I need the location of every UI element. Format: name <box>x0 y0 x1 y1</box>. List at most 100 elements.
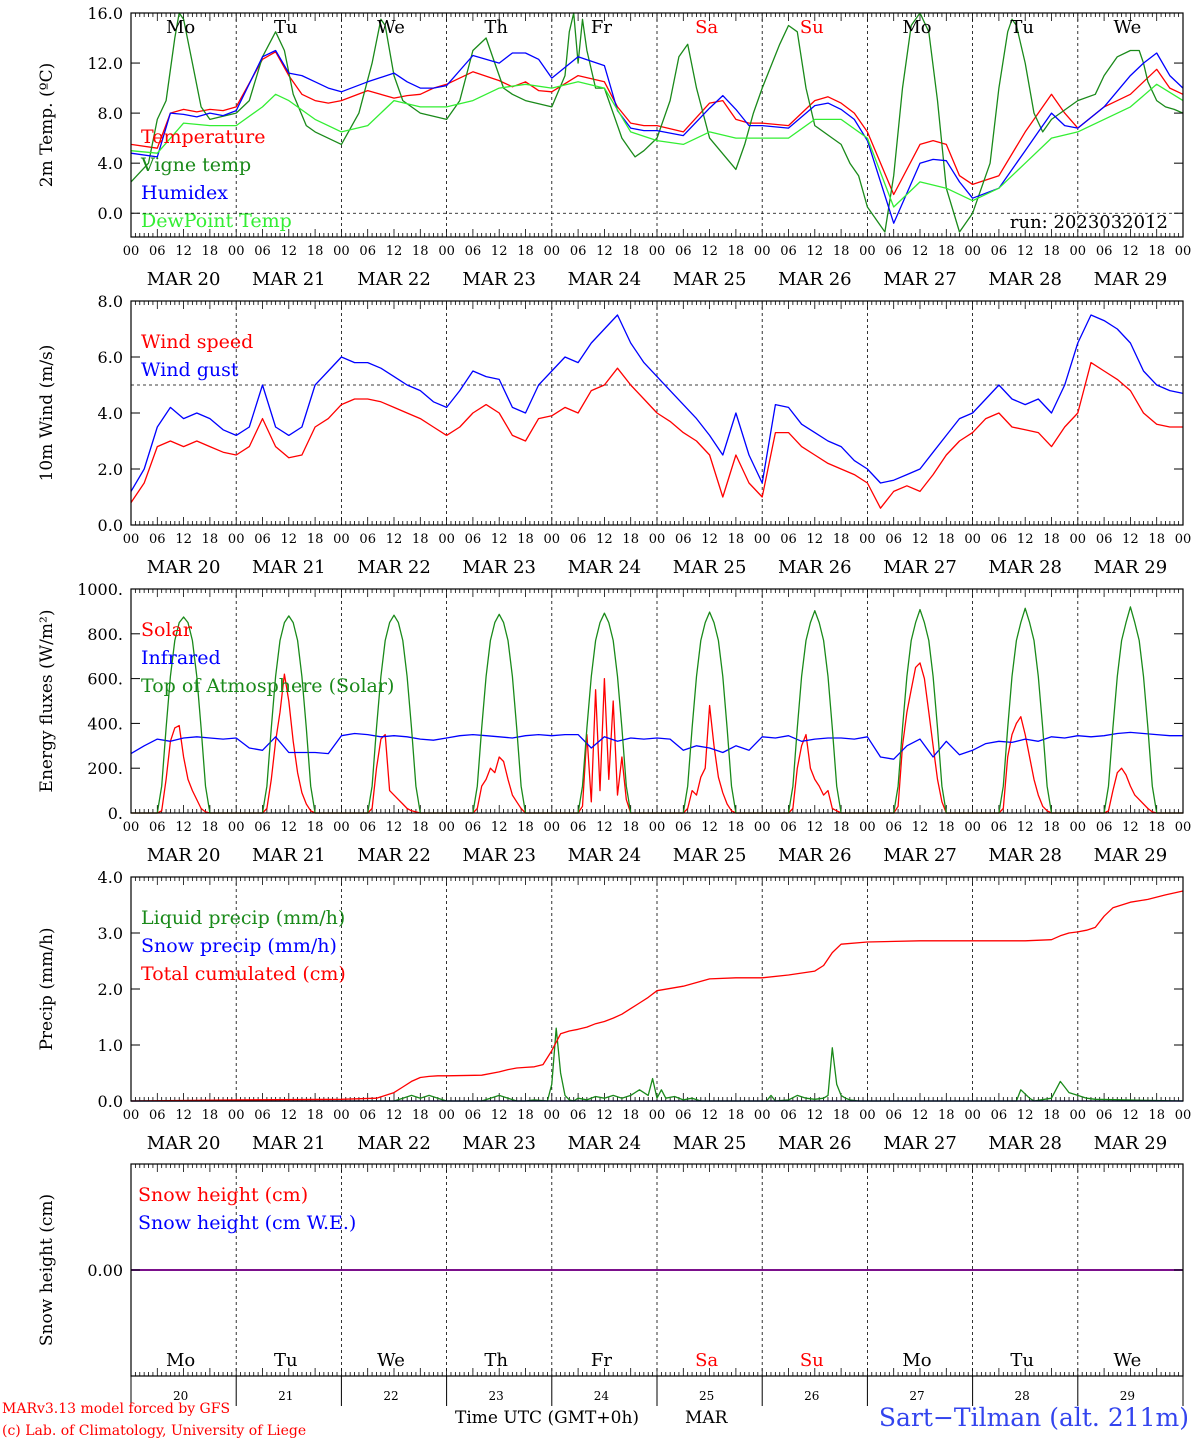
y-axis-label: 2m Temp. (ºC) <box>37 63 57 188</box>
x-hour-label: 12 <box>807 532 824 547</box>
x-hour-label: 06 <box>570 532 587 547</box>
legend-entry: Vigne temp <box>140 154 251 176</box>
legend-entry: Total cumulated (cm) <box>141 963 346 985</box>
x-hour-label: 12 <box>281 820 298 835</box>
x-hour-label: 06 <box>885 532 902 547</box>
x-hour-label: 06 <box>675 820 692 835</box>
x-hour-label: 18 <box>1043 532 1060 547</box>
x-hour-label: 18 <box>833 1108 850 1123</box>
x-hour-label: 00 <box>649 820 666 835</box>
x-date-label: MAR 21 <box>252 845 326 866</box>
series-line-2 <box>130 12 1184 233</box>
lab-credit: (c) Lab. of Climatology, University of L… <box>2 1423 306 1439</box>
x-hour-label: 06 <box>885 244 902 259</box>
x-date-label: MAR 29 <box>1094 845 1168 866</box>
x-hour-label: 12 <box>386 244 403 259</box>
series-line-1 <box>130 361 1183 509</box>
x-hour-label: 00 <box>964 244 981 259</box>
x-hour-label: 06 <box>149 820 166 835</box>
y-tick-label: 0.0 <box>98 516 123 535</box>
x-hour-label: 18 <box>833 532 850 547</box>
x-hour-label: 06 <box>991 820 1008 835</box>
x-hour-label: 06 <box>570 820 587 835</box>
y-axis-label: Snow height (cm) <box>37 1194 57 1346</box>
x-hour-label: 18 <box>307 820 324 835</box>
x-hour-label: 18 <box>517 244 534 259</box>
x-hour-label: 00 <box>964 820 981 835</box>
legend-entry: Snow height (cm W.E.) <box>138 1212 356 1234</box>
x-hour-label: 00 <box>1070 1108 1087 1123</box>
x-hour-label: 00 <box>333 820 350 835</box>
x-date-label: MAR 24 <box>568 845 642 866</box>
x-date-label: MAR 23 <box>462 845 536 866</box>
x-hour-label: 06 <box>1096 1108 1113 1123</box>
y-tick-label: 800. <box>87 625 123 644</box>
x-hour-label: 12 <box>175 1108 192 1123</box>
weekday-label: Th <box>484 1350 508 1371</box>
x-date-label: MAR 20 <box>147 269 221 290</box>
x-hour-label: 12 <box>281 244 298 259</box>
x-hour-label: 18 <box>412 244 429 259</box>
x-hour-label: 00 <box>123 532 140 547</box>
y-tick-label: 200. <box>87 759 123 778</box>
weekday-label: Mo <box>902 1350 931 1371</box>
station-name: Sart−Tilman (alt. 211m) <box>879 1403 1189 1432</box>
x-date-label: MAR 29 <box>1094 557 1168 578</box>
x-date-label: MAR 21 <box>252 269 326 290</box>
x-hour-label: 00 <box>1070 820 1087 835</box>
x-hour-label: 12 <box>807 820 824 835</box>
y-tick-label: 4.0 <box>98 868 123 887</box>
x-hour-label: 18 <box>938 1108 955 1123</box>
y-tick-label: 6.0 <box>98 348 123 367</box>
x-hour-label: 00 <box>123 244 140 259</box>
x-hour-label: 06 <box>149 244 166 259</box>
x-hour-label: 06 <box>465 1108 482 1123</box>
legend-entry: Wind gust <box>141 359 239 381</box>
x-hour-label: 06 <box>149 1108 166 1123</box>
x-hour-label: 18 <box>412 1108 429 1123</box>
weekday-label: Sa <box>695 1350 718 1371</box>
x-hour-label: 12 <box>912 244 929 259</box>
x-hour-label: 18 <box>728 820 745 835</box>
x-hour-label: 00 <box>1070 532 1087 547</box>
x-hour-label: 00 <box>123 1108 140 1123</box>
x-hour-label: 06 <box>570 1108 587 1123</box>
x-hour-label: 00 <box>333 244 350 259</box>
x-date-label: MAR 28 <box>988 1133 1062 1154</box>
x-hour-label: 18 <box>307 1108 324 1123</box>
weekday-label: Tu <box>274 17 298 38</box>
x-hour-label: 12 <box>912 1108 929 1123</box>
series-line-2 <box>130 314 1184 492</box>
x-hour-label: 00 <box>228 532 245 547</box>
x-hour-label: 12 <box>1017 820 1034 835</box>
x-date-label: MAR 28 <box>988 845 1062 866</box>
x-date-label: MAR 25 <box>673 1133 747 1154</box>
x-hour-label: 18 <box>1043 1108 1060 1123</box>
x-hour-label: 18 <box>728 532 745 547</box>
x-hour-label: 06 <box>1096 820 1113 835</box>
y-tick-label: 600. <box>87 670 123 689</box>
x-date-label: MAR 29 <box>1094 269 1168 290</box>
x-hour-label: 00 <box>544 820 561 835</box>
day-number-label: 24 <box>594 1389 610 1403</box>
x-hour-label: 18 <box>1148 244 1165 259</box>
x-date-label: MAR 22 <box>357 845 431 866</box>
x-hour-label: 06 <box>570 244 587 259</box>
y-tick-label: 0.0 <box>98 1092 123 1111</box>
x-hour-label: 12 <box>596 532 613 547</box>
x-hour-label: 18 <box>412 532 429 547</box>
x-hour-label: 12 <box>1017 1108 1034 1123</box>
legend-entry: Wind speed <box>141 331 253 353</box>
weekday-label: Mo <box>902 17 931 38</box>
x-hour-label: 06 <box>359 820 376 835</box>
weekday-label: Mo <box>166 1350 195 1371</box>
x-hour-label: 12 <box>912 532 929 547</box>
x-date-label: MAR 27 <box>883 1133 957 1154</box>
x-date-label: MAR 28 <box>988 557 1062 578</box>
day-number-label: 21 <box>278 1389 293 1403</box>
y-axis-label: Energy fluxes (W/m²) <box>37 610 57 793</box>
x-hour-label: 06 <box>780 244 797 259</box>
x-hour-label: 12 <box>491 1108 508 1123</box>
weekday-label: We <box>1114 17 1142 38</box>
x-date-label: MAR 26 <box>778 557 852 578</box>
